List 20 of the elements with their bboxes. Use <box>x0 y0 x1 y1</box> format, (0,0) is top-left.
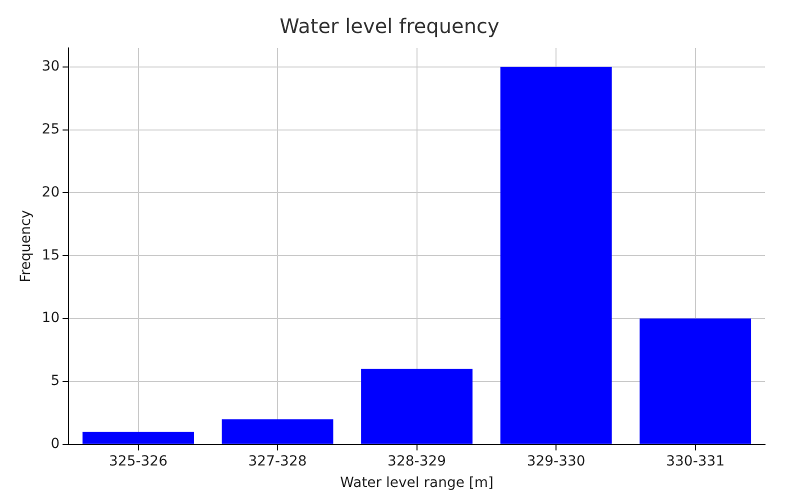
x-tick-label: 329-330 <box>526 453 586 470</box>
y-tick-label: 5 <box>50 373 60 390</box>
x-axis-title: Water level range [m] <box>340 475 494 492</box>
bar <box>640 318 752 444</box>
y-axis-title: Frequency <box>18 210 34 282</box>
y-tick-label: 10 <box>42 310 60 326</box>
y-tick-label: 30 <box>42 58 60 75</box>
bar <box>82 432 194 444</box>
x-tick-label: 328-329 <box>388 453 446 470</box>
x-tick-label: 327-328 <box>248 453 307 470</box>
bar <box>361 368 473 444</box>
x-tick-label: 330-331 <box>666 453 725 470</box>
x-tick-label: 325-326 <box>109 453 168 470</box>
y-tick-label: 25 <box>42 121 60 138</box>
bar <box>222 419 334 444</box>
chart-title: Water level frequency <box>280 14 500 38</box>
bar <box>500 66 612 444</box>
y-tick-label: 15 <box>42 247 60 264</box>
y-tick-label: 0 <box>50 436 60 452</box>
y-tick-label: 20 <box>42 184 60 200</box>
